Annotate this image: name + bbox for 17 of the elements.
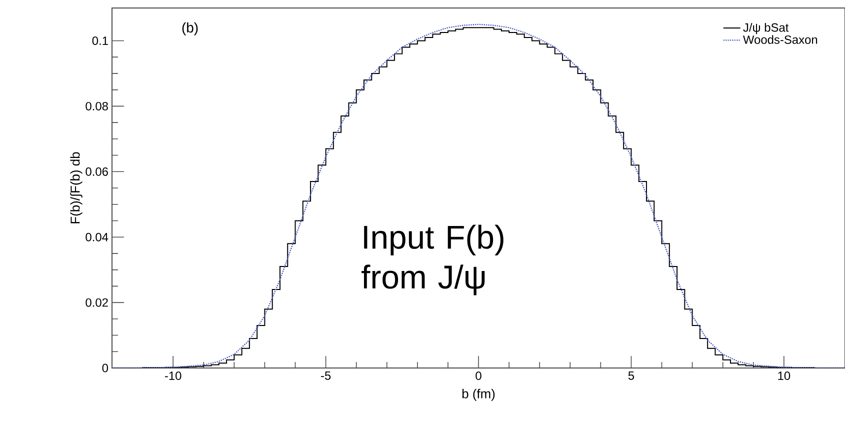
y-tick-label: 0.04 bbox=[86, 232, 108, 242]
y-tick-label: 0.02 bbox=[86, 298, 108, 307]
y-tick-label: 0 bbox=[102, 364, 108, 372]
x-tick-label: 0 bbox=[476, 372, 482, 380]
x-tick-label: 10 bbox=[778, 372, 790, 380]
y-tick-label: 0.06 bbox=[86, 167, 108, 176]
annotation: (b) bbox=[182, 22, 198, 36]
x-tick-label: 5 bbox=[628, 372, 634, 380]
legend-label: J/ψ bSat bbox=[743, 22, 789, 34]
annotation: Input F(b) from J/ψ bbox=[362, 224, 504, 296]
legend-label: Woods-Saxon bbox=[743, 35, 818, 44]
x-tick-label: -5 bbox=[321, 372, 331, 380]
x-axis-title: b (fm) bbox=[462, 388, 495, 401]
y-tick-label: 0.08 bbox=[86, 102, 108, 110]
x-tick-label: -10 bbox=[164, 372, 182, 380]
y-axis-title: F(b)/∫F(b) db bbox=[70, 152, 82, 224]
y-tick-label: 0.1 bbox=[92, 36, 108, 45]
